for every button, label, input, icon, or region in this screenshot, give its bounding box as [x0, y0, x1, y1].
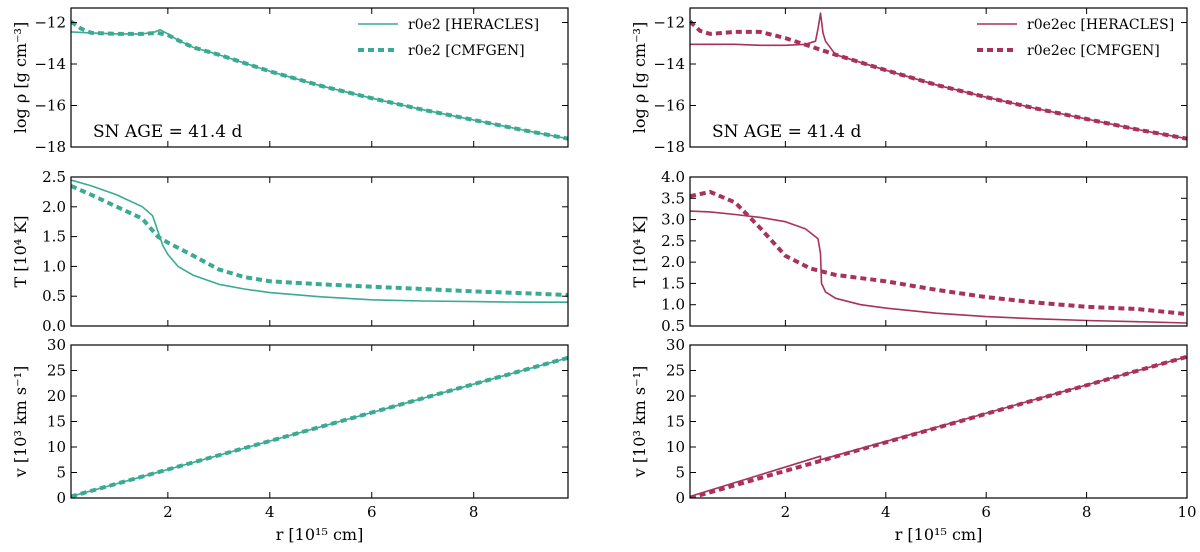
y-tick-label: 30: [47, 336, 66, 354]
left-velocity-xlabel: r [10¹⁵ cm]: [276, 525, 364, 544]
x-tick-label: 6: [367, 503, 377, 521]
y-tick-label: 2.0: [661, 253, 685, 271]
left-velocity-panel: 2 4 6 8 0 5 10 15 20 25 30 v [10³ km s⁻¹] r [10¹⁵ cm…: [11, 336, 569, 544]
sn-age-annotation: SN AGE = 41.4 d: [93, 122, 242, 142]
legend-label-cmfgen: r0e2 [CMFGEN]: [408, 43, 525, 59]
y-tick-label: 15: [47, 413, 66, 431]
right-temperature-panel: 0.5 1.0 1.5 2.0 2.5 3.0 3.5 4.0 T [10⁴ K]: [630, 168, 1188, 335]
x-tick-label: 6: [981, 503, 991, 521]
y-tick-label: 3.5: [661, 189, 685, 207]
right-temperature-frame: [689, 176, 1188, 327]
y-tick-label: 2.5: [661, 232, 685, 250]
y-tick-label: 10: [47, 438, 66, 456]
left-temperature-series-heracles: [71, 179, 568, 304]
right-velocity-xlabel: r [10¹⁵ cm]: [895, 525, 983, 544]
y-tick-label: 0: [56, 489, 66, 507]
y-tick-label: −14: [34, 55, 66, 73]
y-tick-label: 25: [47, 362, 66, 380]
left-temperature-frame: [70, 176, 569, 327]
left-temperature-panel: 0.0 0.5 1.0 1.5 2.0 2.5 T [10⁴ K]: [11, 168, 569, 335]
y-tick-label: 5: [56, 464, 66, 482]
right-temperature-ylabel: T [10⁴ K]: [630, 215, 649, 287]
y-tick-label: −12: [34, 14, 66, 32]
y-tick-label: 30: [666, 336, 685, 354]
y-tick-label: 4.0: [661, 168, 685, 186]
left-density-legend: r0e2 [HERACLES] r0e2 [CMFGEN]: [358, 17, 539, 59]
x-tick-label: 4: [265, 503, 275, 521]
legend-label-heracles: r0e2 [HERACLES]: [408, 17, 539, 33]
y-tick-label: −18: [653, 138, 685, 156]
y-tick-label: −14: [653, 55, 685, 73]
x-tick-label: 10: [1177, 503, 1196, 521]
right-density-series-cmfgen: [690, 20, 1187, 141]
sn-age-annotation: SN AGE = 41.4 d: [712, 122, 861, 142]
y-tick-label: 25: [666, 362, 685, 380]
right-velocity-ylabel: v [10³ km s⁻¹]: [630, 366, 649, 479]
left-density-series-cmfgen: [71, 19, 568, 141]
left-density-frame: [70, 7, 569, 148]
y-tick-label: 0.0: [42, 317, 66, 335]
left-temperature-ylabel: T [10⁴ K]: [11, 215, 30, 287]
y-tick-label: 3.0: [661, 211, 685, 229]
y-tick-label: 20: [666, 387, 685, 405]
x-tick-label: 8: [469, 503, 479, 521]
y-tick-label: −12: [653, 14, 685, 32]
y-tick-label: 1.0: [42, 257, 66, 275]
left-velocity-series-cmfgen: [71, 355, 568, 498]
y-tick-label: 5: [675, 464, 685, 482]
x-tick-label: 4: [881, 503, 891, 521]
left-velocity-ylabel: v [10³ km s⁻¹]: [11, 366, 30, 479]
y-tick-label: 0: [675, 489, 685, 507]
y-tick-label: 10: [666, 438, 685, 456]
x-tick-label: 2: [163, 503, 173, 521]
y-tick-label: −18: [34, 138, 66, 156]
right-temperature-series-cmfgen: [690, 189, 1187, 317]
x-tick-label: 8: [1082, 503, 1092, 521]
legend-label-heracles: r0e2ec [HERACLES]: [1027, 17, 1174, 33]
y-tick-label: 2.5: [42, 168, 66, 186]
y-tick-label: 20: [47, 387, 66, 405]
right-density-frame: [689, 7, 1188, 148]
left-velocity-series-heracles: [71, 357, 568, 498]
y-tick-label: 1.5: [661, 274, 685, 292]
y-tick-label: −16: [653, 97, 685, 115]
right-velocity-series-cmfgen: [690, 354, 1187, 498]
right-density-ylabel: log ρ [g cm⁻³]: [630, 22, 649, 133]
y-tick-label: 1.0: [661, 296, 685, 314]
right-velocity-frame: [689, 344, 1188, 499]
y-tick-label: 1.5: [42, 228, 66, 246]
y-tick-label: 0.5: [42, 287, 66, 305]
right-velocity-series-heracles: [690, 355, 1187, 498]
left-density-ylabel: log ρ [g cm⁻³]: [11, 22, 30, 133]
left-temperature-series-cmfgen: [71, 184, 568, 297]
legend-label-cmfgen: r0e2ec [CMFGEN]: [1027, 43, 1160, 59]
y-tick-label: 2.0: [42, 198, 66, 216]
y-tick-label: 15: [666, 413, 685, 431]
y-tick-label: 0.5: [661, 317, 685, 335]
right-density-legend: r0e2ec [HERACLES] r0e2ec [CMFGEN]: [977, 17, 1174, 59]
right-velocity-panel: 2 4 6 8 10 0 5 10 15 20 25 30 v [10³ km s⁻¹] r [10¹⁵ …: [630, 336, 1197, 544]
x-tick-label: 2: [781, 503, 791, 521]
y-tick-label: −16: [34, 97, 66, 115]
right-temperature-series-heracles: [690, 210, 1187, 324]
